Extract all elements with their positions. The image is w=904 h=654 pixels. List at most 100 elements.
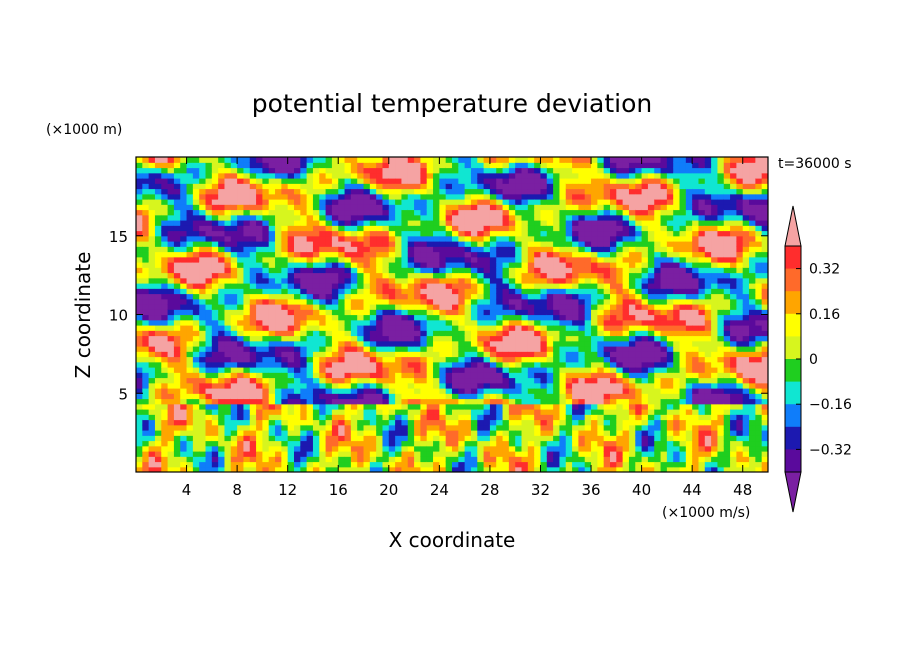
heatmap-cell [610,314,617,321]
heatmap-cell [344,451,352,457]
heatmap-cell [338,377,346,384]
heatmap-cell [338,262,346,268]
heatmap-cell [312,157,320,163]
heatmap-cell [591,466,598,472]
heatmap-cell [591,277,598,284]
heatmap-cell [521,319,529,326]
heatmap-cell [224,419,232,426]
heatmap-cell [489,430,497,436]
heatmap-cell [641,293,649,300]
heatmap-cell [622,183,630,190]
heatmap-cell [534,445,542,452]
heatmap-cell [369,209,377,216]
heatmap-cell [186,388,194,394]
heatmap-cell [496,309,504,316]
heatmap-cell [489,319,497,326]
heatmap-cell [407,377,415,384]
heatmap-cell [578,382,586,389]
heatmap-cell [319,293,327,300]
heatmap-cell [395,204,403,211]
heatmap-cell [622,340,630,347]
heatmap-cell [173,214,181,221]
heatmap-cell [180,403,188,410]
heatmap-cell [464,409,472,415]
heatmap-cell [388,325,396,331]
heatmap-cell [395,456,403,463]
heatmap-cell [565,167,573,174]
heatmap-cell [584,398,592,405]
heatmap-cell [205,335,213,342]
heatmap-cell [287,382,295,389]
heatmap-cell [647,283,655,289]
heatmap-cell [186,435,194,442]
heatmap-cell [287,330,295,337]
heatmap-cell [565,414,573,421]
heatmap-cell [433,330,440,337]
heatmap-cell [338,267,346,274]
heatmap-cell [180,193,188,200]
heatmap-cell [281,346,289,352]
heatmap-cell [483,256,491,263]
heatmap-cell [325,283,333,289]
heatmap-cell [553,183,561,190]
heatmap-cell [489,277,497,284]
heatmap-cell [445,241,453,247]
heatmap-cell [154,188,162,195]
heatmap-cell [167,178,175,184]
heatmap-cell [540,162,548,169]
heatmap-cell [275,319,282,326]
heatmap-cell [205,403,213,410]
heatmap-cell [338,461,346,468]
heatmap-cell [496,382,504,389]
heatmap-cell [521,346,529,352]
heatmap-cell [407,241,415,247]
heatmap-cell [496,377,504,384]
heatmap-cell [641,178,649,184]
heatmap-cell [401,199,409,205]
heatmap-cell [540,267,548,274]
heatmap-cell [167,356,175,363]
heatmap-cell [249,367,257,373]
heatmap-cell [584,157,592,163]
heatmap-cell [628,157,636,163]
heatmap-cell [237,351,245,358]
heatmap-cell [186,393,194,400]
heatmap-cell [136,293,143,300]
heatmap-cell [173,356,181,363]
heatmap-cell [641,346,649,352]
heatmap-cell [376,262,384,268]
heatmap-cell [401,351,409,358]
heatmap-cell [376,372,384,379]
heatmap-cell [325,419,333,426]
heatmap-cell [401,466,409,472]
heatmap-cell [395,214,403,221]
heatmap-cell [338,393,346,400]
heatmap-cell [470,325,478,331]
heatmap-cell [496,178,504,184]
heatmap-cell [654,466,662,472]
heatmap-cell [382,167,390,174]
heatmap-cell [237,162,245,169]
heatmap-cell [395,372,403,379]
heatmap-cell [287,256,295,263]
heatmap-cell [591,188,598,195]
heatmap-cell [559,283,567,289]
heatmap-cell [142,199,150,205]
heatmap-cell [572,162,579,169]
heatmap-cell [515,293,523,300]
heatmap-cell [603,361,611,368]
heatmap-cell [230,351,238,358]
heatmap-cell [534,193,542,200]
heatmap-cell [641,214,649,221]
heatmap-cell [439,283,447,289]
heatmap-cell [312,430,320,436]
heatmap-cell [622,330,630,337]
heatmap-cell [243,288,251,295]
heatmap-cell [584,188,592,195]
heatmap-cell [572,199,579,205]
heatmap-cell [591,267,598,274]
heatmap-cell [420,246,428,253]
heatmap-cell [382,209,390,216]
heatmap-cell [312,162,320,169]
heatmap-cell [407,162,415,169]
